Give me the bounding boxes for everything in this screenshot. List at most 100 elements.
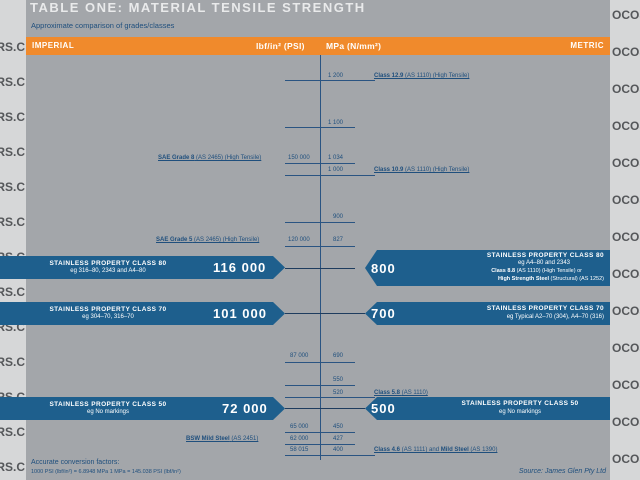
tick-label-mpa: 1 000 [328, 167, 344, 173]
watermark-text: OCOST [612, 193, 640, 207]
tick-line [285, 222, 355, 223]
source-credit: Source: James Glen Pty Ltd [518, 468, 606, 475]
tick-line [285, 432, 355, 433]
psi-unit-heading: lbf/in² (PSI) [256, 41, 305, 51]
watermark-text: DERS.C [0, 215, 25, 229]
watermark-text: DERS.C [0, 285, 25, 299]
watermark-text: OCOST [612, 230, 640, 244]
watermark-text: DERS.C [0, 460, 25, 474]
conversion-title: Accurate conversion factors: [31, 459, 120, 466]
watermark-text: OCOST [612, 8, 640, 22]
highlight-band-right: 700 STAINLESS PROPERTY CLASS 70 eg Typic… [365, 302, 610, 325]
tick-label-psi: 150 000 [288, 155, 310, 161]
watermark-text: OCOST [612, 341, 640, 355]
tick-line [285, 175, 375, 176]
tick-label-mpa: 427 [333, 436, 344, 442]
watermark-text: DERS.C [0, 355, 25, 369]
tick-label-mpa: 1 200 [328, 73, 344, 79]
tick-label-mpa: 900 [333, 214, 344, 220]
band-class-label: STAINLESS PROPERTY CLASS 50 [49, 401, 167, 408]
watermark-text: OCOST [612, 119, 640, 133]
grade-label-left: SAE Grade 8 (AS 2465) (High Tensile) [158, 155, 262, 161]
tick-line [285, 455, 375, 456]
tick-label-mpa: 520 [333, 390, 344, 396]
grade-label-right: Class 10.9 (AS 1110) (High Tensile) [374, 167, 470, 173]
highlight-band-left: STAINLESS PROPERTY CLASS 70 eg 304–70, 3… [0, 302, 285, 325]
highlight-band-left: STAINLESS PROPERTY CLASS 80 eg 316–80, 2… [0, 256, 285, 279]
imperial-heading: IMPERIAL [32, 41, 75, 50]
tick-line [285, 80, 375, 81]
grade-label-right: Class 4.6 (AS 1111) and Mild Steel (AS 1… [374, 447, 498, 453]
band-connector [285, 313, 365, 314]
band-example: eg No markings [498, 409, 542, 415]
highlight-band-right: 800 STAINLESS PROPERTY CLASS 80 eg A4–80… [365, 250, 610, 286]
band-mpa-value: 500 [371, 401, 396, 416]
band-example: eg 316–80, 2343 and A4–80 [70, 268, 146, 274]
band-connector [285, 408, 365, 409]
band-example: eg 304–70, 316–70 [82, 314, 134, 320]
watermark-text: DERS.C [0, 145, 25, 159]
band-class-label: STAINLESS PROPERTY CLASS 70 [49, 306, 167, 313]
band-class-label: STAINLESS PROPERTY CLASS 80 [49, 260, 167, 267]
band-mpa-value: 800 [371, 261, 396, 276]
watermark-text: DERS.C [0, 425, 25, 439]
watermark-text: DERS.C [0, 40, 25, 54]
tick-label-psi: 62 000 [290, 436, 309, 442]
watermark-text: DERS.C [0, 75, 25, 89]
watermark-text: OCOST [612, 156, 640, 170]
tick-label-psi: 58 015 [290, 447, 309, 453]
tick-line [285, 397, 375, 398]
highlight-band-left: STAINLESS PROPERTY CLASS 50 eg No markin… [0, 397, 285, 420]
band-mpa-value: 700 [371, 306, 396, 321]
band-psi-value: 72 000 [222, 401, 268, 416]
band-example: eg Typical A2–70 (304), A4–70 (316) [506, 314, 604, 320]
tick-label-mpa: 1 034 [328, 155, 344, 161]
tick-label-psi: 87 000 [290, 353, 309, 359]
grade-label-right: Class 5.8 (AS 1110) [374, 390, 428, 396]
tick-line [285, 163, 355, 164]
band-psi-value: 116 000 [213, 260, 267, 275]
watermark-text: DERS.C [0, 180, 25, 194]
highlight-band-right: 500 STAINLESS PROPERTY CLASS 50 eg No ma… [365, 397, 610, 420]
page-title: TABLE ONE: MATERIAL TENSILE STRENGTH [30, 0, 366, 15]
tick-label-mpa: 400 [333, 447, 344, 453]
watermark-text: OCOST [612, 267, 640, 281]
band-psi-value: 101 000 [213, 306, 267, 321]
tick-line [285, 246, 355, 247]
watermark-text: OCOST [612, 452, 640, 466]
watermark-text: OCOST [612, 45, 640, 59]
tick-label-mpa: 827 [333, 237, 344, 243]
tick-label-mpa: 1 100 [328, 120, 344, 126]
tick-label-mpa: 550 [333, 377, 344, 383]
band-extra-line: High Strength Steel (Structural) (AS 125… [497, 276, 604, 282]
metric-heading: METRIC [570, 41, 604, 50]
tick-label-mpa: 690 [333, 353, 344, 359]
watermark-text: OCOST [612, 82, 640, 96]
conversion-detail: 1000 PSI (lbf/in²) = 6.8948 MPa 1 MPa = … [31, 469, 181, 475]
tick-label-mpa: 450 [333, 424, 344, 430]
grade-label-left: SAE Grade 5 (AS 2465) (High Tensile) [156, 237, 260, 243]
tick-line [285, 385, 355, 386]
tick-label-psi: 120 000 [288, 237, 310, 243]
tick-line [285, 444, 355, 445]
band-example: eg A4–80 and 2343 [517, 260, 570, 266]
watermark-text: OCOST [612, 415, 640, 429]
band-example: eg No markings [86, 409, 130, 415]
scale-axis [320, 55, 321, 460]
tick-line [285, 127, 355, 128]
band-class-label: STAINLESS PROPERTY CLASS 50 [461, 400, 579, 407]
band-class-label: STAINLESS PROPERTY CLASS 80 [486, 252, 604, 259]
tick-line [285, 362, 355, 363]
watermark-strip-right: OCOST OCOST OCOST OCOST OCOST OCOST OCOS… [610, 0, 640, 480]
units-header-bar: IMPERIAL lbf/in² (PSI) MPa (N/mm²) METRI… [26, 37, 610, 55]
watermark-text: OCOST [612, 378, 640, 392]
page-subtitle: Approximate comparison of grades/classes [31, 21, 175, 30]
band-extra-line: Class 8.8 (AS 1110) (High Tensile) or [491, 268, 582, 274]
grade-label-right: Class 12.9 (AS 1110) (High Tensile) [374, 73, 470, 79]
watermark-text: DERS.C [0, 110, 25, 124]
watermark-text: OCOST [612, 304, 640, 318]
tick-label-psi: 65 000 [290, 424, 309, 430]
band-connector [285, 268, 355, 269]
band-class-label: STAINLESS PROPERTY CLASS 70 [486, 305, 604, 312]
mpa-unit-heading: MPa (N/mm²) [326, 41, 382, 51]
